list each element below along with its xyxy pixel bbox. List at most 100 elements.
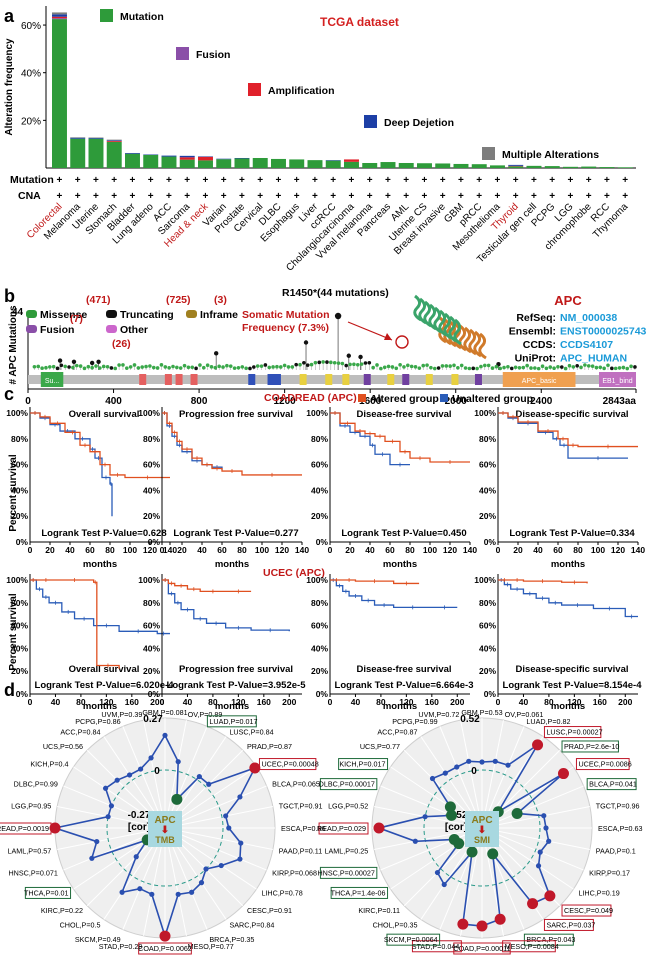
bar-mutation (70, 138, 86, 168)
y-axis-label: # APC Mutations (8, 305, 19, 385)
y-tick-label: 100% (138, 408, 160, 418)
legend-label: Amplification (268, 85, 335, 97)
radar-label-box (258, 758, 317, 771)
lollipop-head (286, 365, 291, 369)
radar-label: KICH,P=0.017 (339, 760, 385, 769)
bar-multiple-alterations (52, 12, 67, 15)
radar-label: COAD,P=0.0062 (138, 944, 192, 953)
mutation-plus: + (403, 175, 409, 186)
cna-plus: + (75, 191, 81, 202)
lollipop-head (278, 365, 283, 369)
lollipop-head (213, 365, 218, 370)
x-tick-label: 0 (160, 697, 165, 707)
x-tick-label: 20 (45, 545, 55, 555)
radar-label-box (319, 778, 378, 791)
km-curve-unaltered (330, 579, 458, 609)
x-axis-label: months (83, 701, 117, 712)
y-axis-label: Percent survival (8, 454, 19, 531)
lollipop-head (175, 365, 179, 370)
x-axis-label: months (551, 559, 585, 570)
mutation-plus: + (440, 175, 446, 186)
cna-plus: + (203, 191, 209, 202)
radar-label: ESCA,P=0.86 (281, 824, 326, 833)
lollipop-head (275, 364, 279, 369)
y-tick-label: 60% (311, 460, 328, 470)
radar-zero-ring (423, 769, 541, 887)
bar-amplification (344, 159, 359, 162)
frequency-label-2: Frequency (7.3%) (242, 322, 329, 334)
radar-label: PAAD,P=0.11 (279, 847, 322, 856)
y-tick-label: 20% (11, 511, 28, 521)
lollipop-head (48, 365, 52, 369)
x-tick-label: 0 (28, 697, 33, 707)
radar-label: UVM,P=0.72 (418, 710, 459, 719)
radar-label-box (561, 740, 619, 753)
radar-spoke (57, 806, 166, 829)
lollipop-head (255, 364, 260, 368)
radar-label: LGG,P=0.95 (11, 801, 51, 810)
lollipop-head (101, 364, 106, 369)
lollipop-head (190, 365, 195, 370)
helix-orange (473, 330, 482, 358)
radar-label: ESCA,P=0.63 (598, 824, 643, 833)
mutation-plus: + (276, 175, 282, 186)
bar-mutation (106, 141, 122, 168)
radar-point (126, 772, 133, 778)
radar-point (557, 768, 569, 780)
radar-point (434, 869, 441, 876)
domain-box (502, 372, 576, 387)
lollipop-head (486, 363, 491, 368)
mutation-plus: + (367, 175, 373, 186)
lollipop-head (625, 366, 630, 371)
legend-label: Fusion (196, 49, 230, 61)
radar-label: HNSC,P=0.00027 (317, 868, 374, 877)
lollipop-head (309, 362, 314, 367)
cna-plus: + (604, 191, 610, 202)
plot-title: Disease-free survival (356, 409, 451, 420)
y-axis-label: Alteration frequency (4, 38, 15, 136)
radar-point (175, 891, 181, 897)
lollipop-head (186, 365, 191, 370)
lollipop-head (440, 364, 445, 368)
lollipop-head (178, 366, 183, 370)
y-tick-label: 0% (316, 537, 329, 547)
y-tick-label: 20% (479, 511, 496, 521)
lollipop-head (59, 363, 64, 368)
lollipop-head (417, 366, 422, 370)
bar-deep-dejetion (179, 155, 195, 158)
lollipop-head (621, 365, 626, 370)
lollipop-head (444, 364, 449, 368)
x-tick-label: 80 (544, 697, 554, 707)
x-tick-label: 20 (177, 545, 187, 555)
radar-label: HNSC,P=0.071 (8, 868, 57, 877)
lollipop-head (390, 365, 395, 369)
radar-point (162, 732, 168, 738)
radar-point (537, 849, 543, 855)
x-tick-label: 120 (611, 545, 625, 555)
radar-label: GBM,P=0.53 (461, 708, 502, 717)
legend-count: (725) (166, 294, 191, 306)
radar-point (102, 785, 109, 791)
cna-plus: + (57, 191, 63, 202)
radar-label: BRCA,P=0.043 (526, 935, 575, 944)
radar-point (238, 840, 244, 846)
gene-info-key: UniProt: (515, 353, 556, 365)
lollipop-head (271, 365, 275, 369)
x-tick-label: 80 (405, 545, 415, 555)
cna-plus: + (422, 191, 428, 202)
lollipop-head (89, 360, 95, 366)
lollipop-head (386, 364, 391, 369)
lollipop-head (394, 366, 399, 371)
cna-plus: + (330, 191, 336, 202)
mutation-plus: + (57, 175, 63, 186)
mutation-plus: + (604, 175, 610, 186)
mutation-plus: + (476, 175, 482, 186)
motif-box (425, 374, 433, 385)
lollipop-head (498, 366, 502, 371)
radar-point (133, 854, 139, 860)
motif-box (451, 374, 459, 385)
radar-label-box (138, 942, 192, 955)
structure-circle (395, 335, 409, 349)
radar-label: CESC,P=0.049 (564, 906, 613, 915)
y-tick-label: 60% (11, 621, 28, 631)
